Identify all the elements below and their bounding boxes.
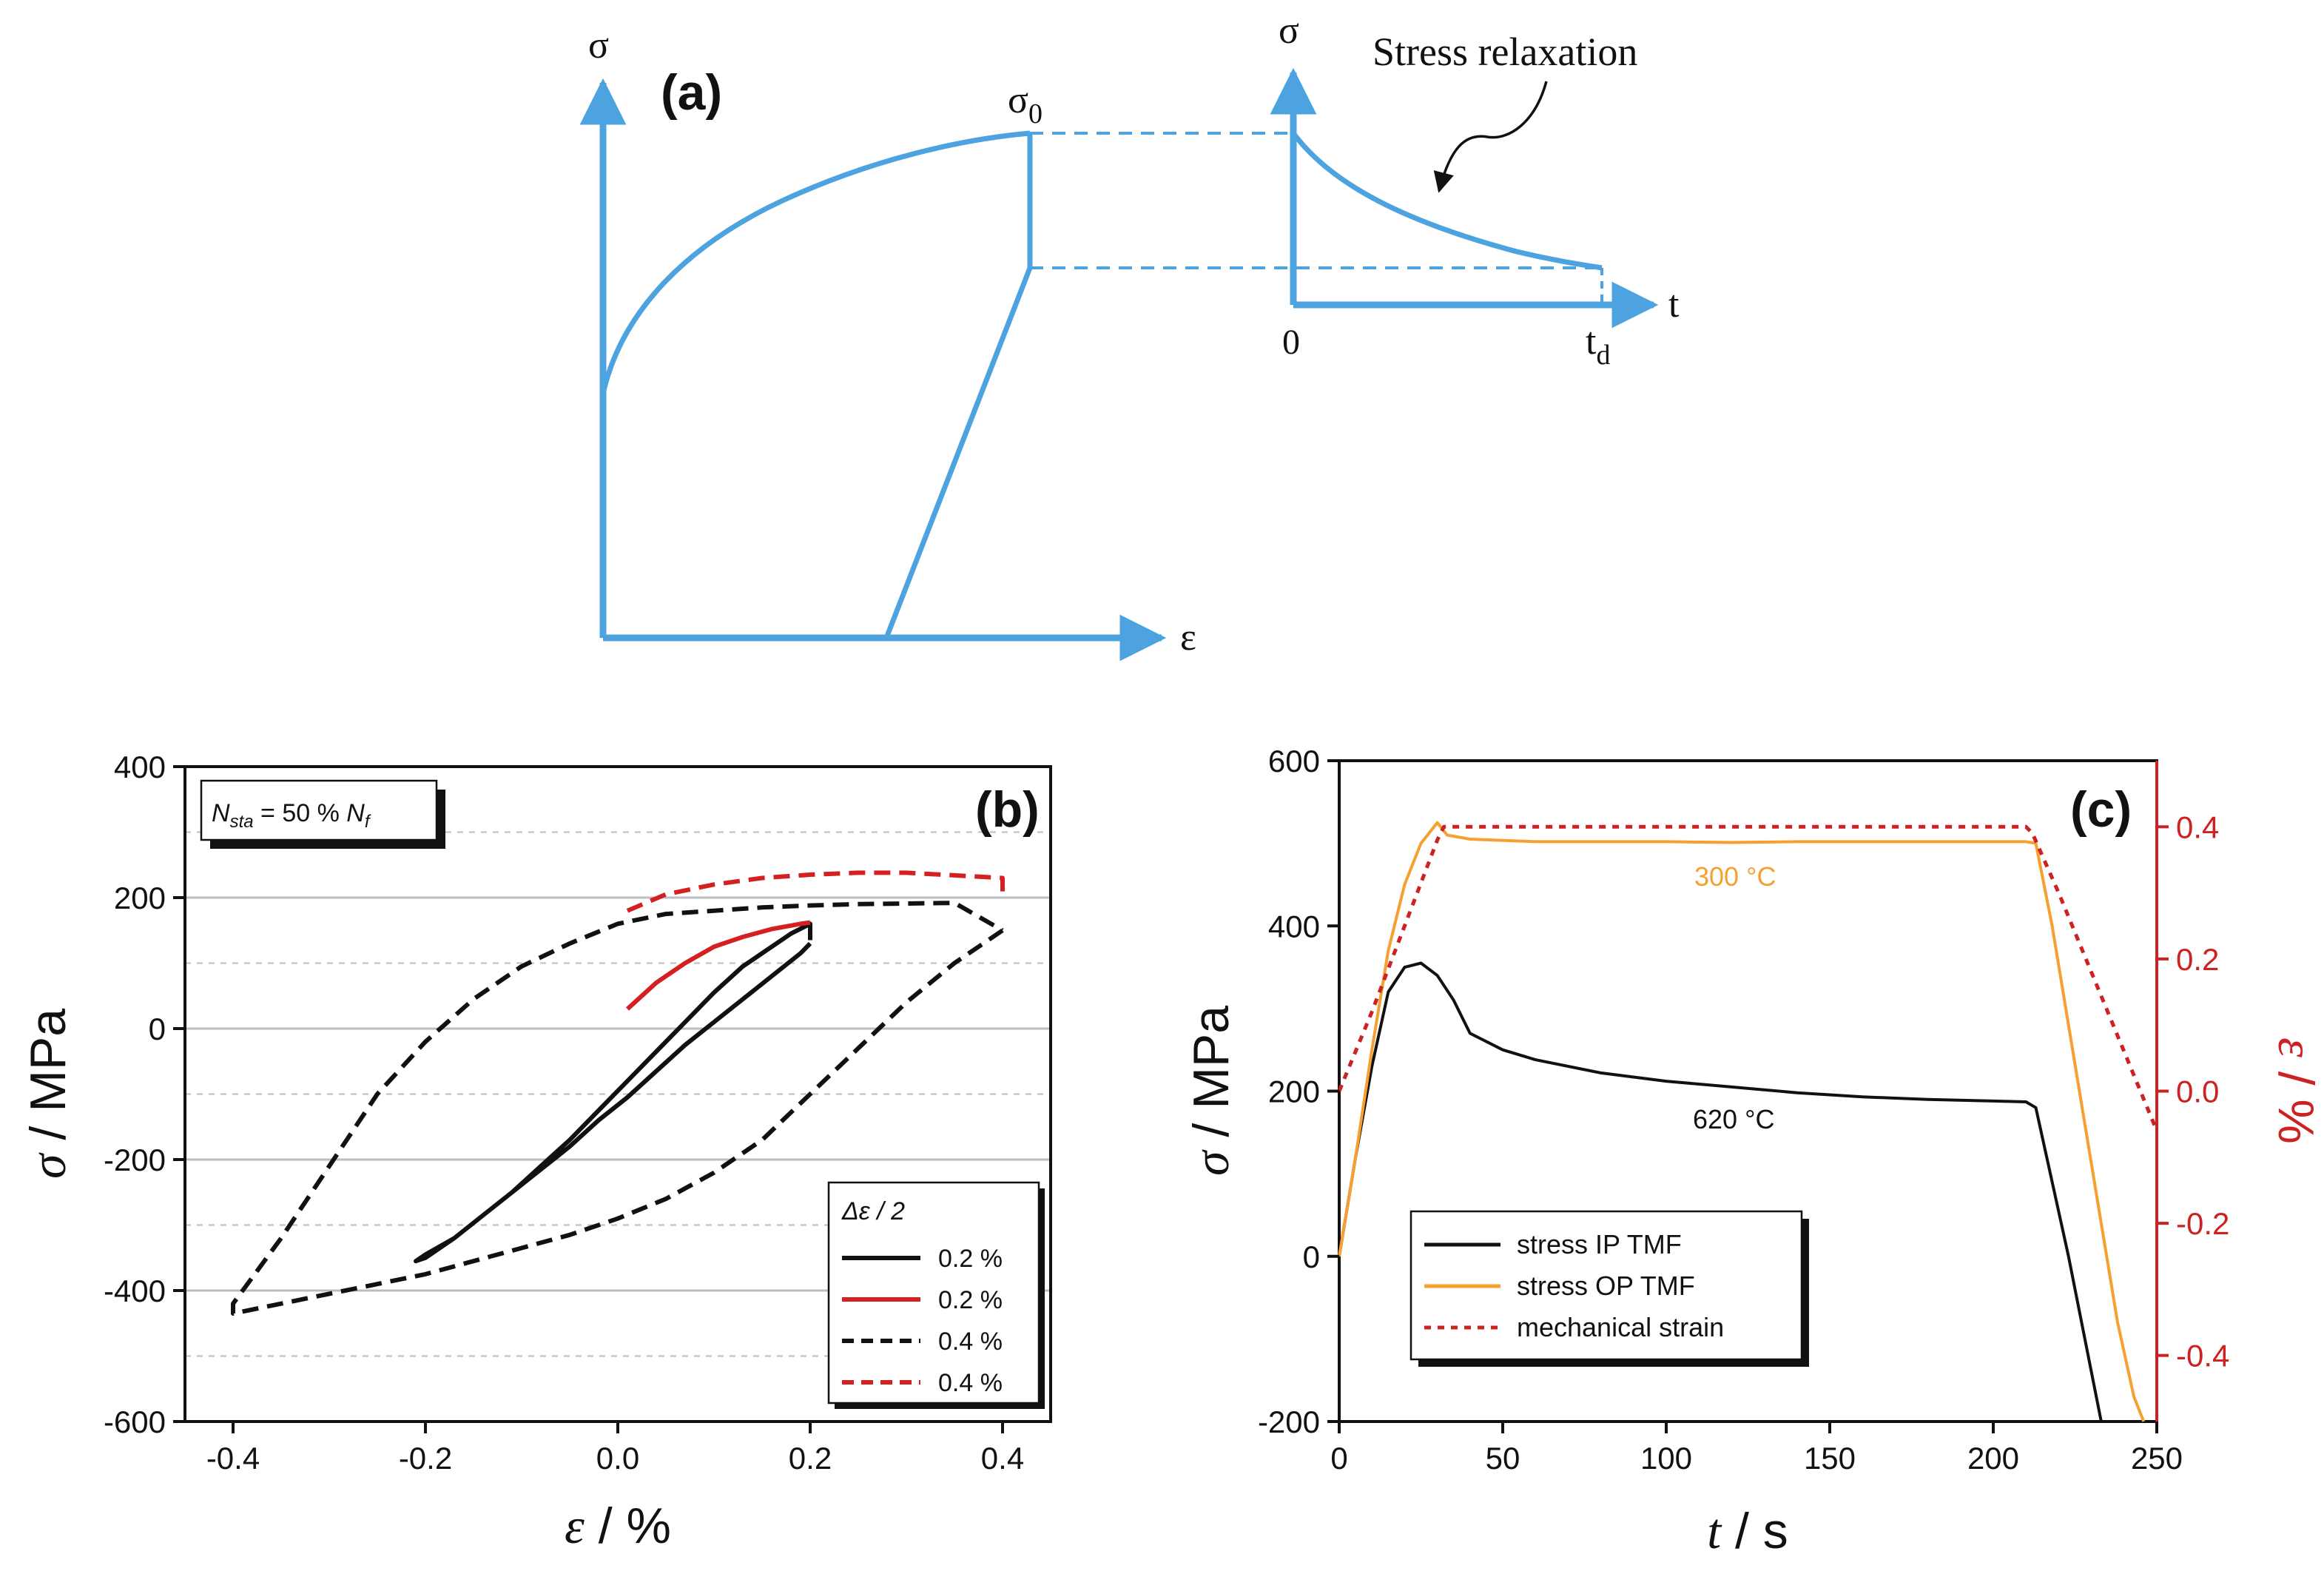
x-tick-label: 100 [1640, 1441, 1692, 1476]
y-tick-label: 0 [149, 1012, 166, 1046]
y-tick-label: -600 [104, 1405, 166, 1439]
y-tick-label: -400 [104, 1274, 166, 1308]
y2-tick-label: 0.0 [2176, 1074, 2219, 1109]
time-axis-label: t [1668, 283, 1680, 326]
y-axis-label: σ / MPa [20, 1009, 76, 1179]
series-line-1 [625, 920, 811, 1011]
x-tick-label: 200 [1967, 1441, 2019, 1476]
series-line-0 [414, 921, 812, 1264]
annotation-300C: 300 °C [1694, 861, 1776, 892]
td-label: td [1586, 320, 1610, 371]
x-axis-label: t / s [1707, 1503, 1788, 1559]
legend-label: 0.2 % [938, 1245, 1003, 1273]
x-axis-label: ε / % [565, 1498, 671, 1554]
y2-axis-label: ε / % [2268, 1037, 2324, 1144]
y-tick-label: 600 [1268, 744, 1320, 778]
legend-label: 0.4 % [938, 1328, 1003, 1356]
y2-tick-label: -0.4 [2176, 1339, 2229, 1373]
legend-label: stress IP TMF [1517, 1229, 1682, 1259]
annotation-620C: 620 °C [1693, 1104, 1774, 1134]
relaxation-curve [1291, 131, 1603, 271]
legend: Δε / 2 0.2 % 0.2 % 0.4 % 0.4 % [827, 1181, 1045, 1409]
legend-title: Δε / 2 [841, 1197, 905, 1225]
panel-a-label: (a) [661, 64, 722, 121]
loading-curve [600, 130, 1031, 394]
legend-label: 0.2 % [938, 1286, 1003, 1314]
y-axis-label: σ / MPa [1183, 1006, 1239, 1176]
series-line-1 [1338, 821, 2146, 1422]
epsilon-axis-label: ε [1180, 616, 1196, 659]
left-sigma-axis-label: σ [588, 24, 609, 67]
x-tick-label: 0.0 [596, 1441, 639, 1476]
y-tick-label: 400 [114, 750, 166, 784]
y2-tick-label: -0.2 [2176, 1206, 2229, 1241]
series-line-3 [626, 870, 1005, 913]
legend: stress IP TMF stress OP TMF mechanical str… [1409, 1210, 1809, 1367]
unloading-line [883, 266, 1033, 639]
y-tick-label: 400 [1268, 909, 1320, 943]
y-tick-label: -200 [104, 1143, 166, 1177]
panel-b-label: (b) [975, 781, 1040, 838]
x-tick-label: 150 [1804, 1441, 1856, 1476]
cycle-fraction-note: Nsta = 50 % Nf [212, 799, 371, 832]
note-box [200, 779, 438, 841]
x-tick-label: 50 [1486, 1441, 1520, 1476]
origin-label: 0 [1282, 323, 1300, 362]
stress-relaxation-annotation: Stress relaxation [1372, 30, 1637, 74]
series-line-0 [1338, 961, 2103, 1422]
panel-b-chart: -0.4 -0.2 0.0 0.2 0.4 -600 -400 -200 0 200 400 σ … [20, 750, 1052, 1554]
x-tick-label: -0.2 [399, 1441, 452, 1476]
y2-tick-label: 0.4 [2176, 810, 2219, 844]
y-tick-label: 0 [1303, 1239, 1320, 1274]
right-sigma-axis-label: σ [1279, 10, 1299, 52]
series-line-2 [231, 901, 1004, 1316]
x-tick-label: 0.2 [789, 1441, 832, 1476]
y-tick-label: 200 [114, 881, 166, 915]
y-tick-label: -200 [1258, 1405, 1320, 1439]
x-tick-label: 0.4 [981, 1441, 1024, 1476]
x-tick-label: 0 [1330, 1441, 1347, 1476]
legend-label: mechanical strain [1517, 1312, 1724, 1342]
y-tick-label: 200 [1268, 1074, 1320, 1109]
panel-a-schematic: σ ε (a) σ0 σ t 0 td Stress relaxation [579, 10, 1680, 662]
series-line-2 [1337, 824, 2159, 1132]
sigma0-label: σ0 [1008, 79, 1043, 129]
annotation-arrow [1433, 81, 1548, 193]
legend-label: 0.4 % [938, 1369, 1003, 1397]
x-tick-label: -0.4 [206, 1441, 260, 1476]
legend-label: stress OP TMF [1517, 1271, 1695, 1301]
panel-c-chart: 0 50 100 150 200 250 -200 0 200 400 600 -0.4 -0.2 0… [1183, 744, 2324, 1559]
legend-box [827, 1181, 1040, 1405]
x-tick-label: 250 [2131, 1441, 2183, 1476]
panel-c-label: (c) [2070, 781, 2132, 838]
y2-tick-label: 0.2 [2176, 942, 2219, 977]
